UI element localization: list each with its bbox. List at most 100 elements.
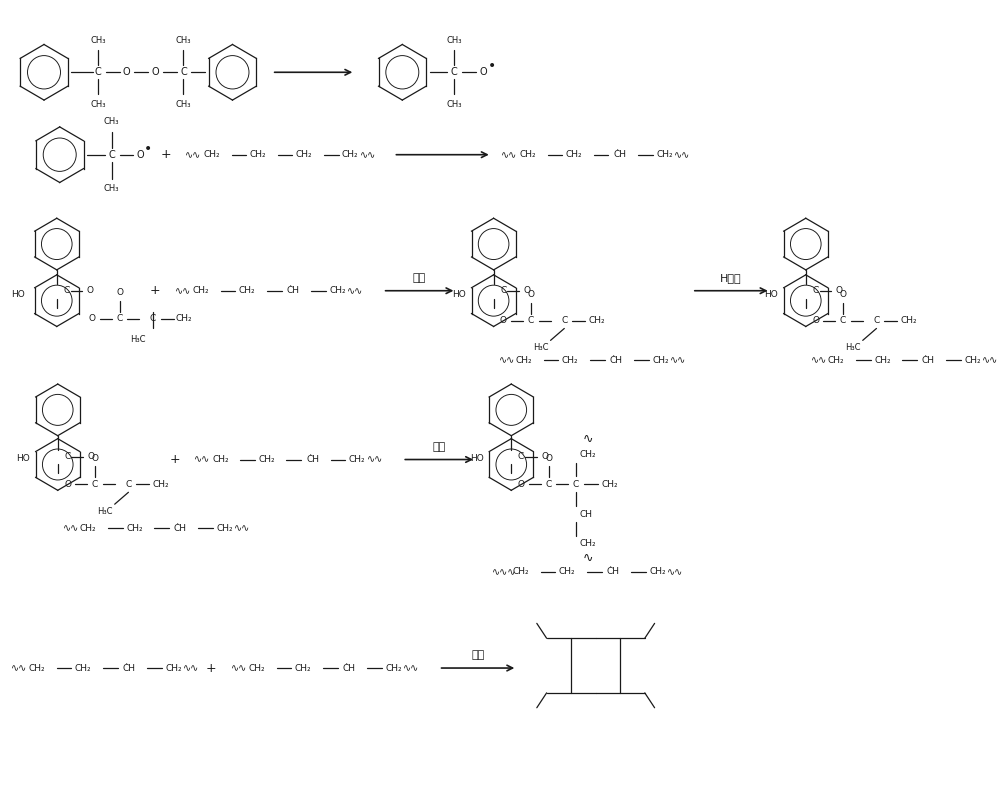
Text: O: O [545,454,552,463]
Text: O: O [87,287,94,295]
Text: CH₂: CH₂ [216,524,233,532]
Text: O: O [812,316,819,325]
Text: CH₃: CH₃ [90,100,106,108]
Text: O: O [116,288,123,298]
Text: C: C [180,68,187,77]
Text: H₃C: H₃C [845,343,861,352]
Text: CH₂: CH₂ [828,356,845,365]
Text: C: C [561,316,567,325]
Text: O: O [88,452,95,461]
Text: ∿∿: ∿∿ [347,286,363,296]
Text: ∿∿: ∿∿ [811,356,827,365]
Text: CH₂: CH₂ [649,568,666,576]
Text: H₃C: H₃C [97,506,113,516]
Text: CH₂: CH₂ [175,314,192,323]
Text: CH₂: CH₂ [342,150,359,159]
Text: CH₂: CH₂ [588,316,605,325]
Text: C: C [500,287,507,295]
Text: ∿∿: ∿∿ [501,150,518,159]
Text: 交联: 交联 [471,650,485,660]
Text: C: C [545,480,552,489]
Text: C: C [573,480,579,489]
Text: ĊH: ĊH [174,524,187,532]
Text: •: • [488,60,496,73]
Text: HO: HO [452,290,466,299]
Text: C: C [116,314,123,323]
Text: O: O [523,287,530,295]
Text: CH₃: CH₃ [447,36,462,45]
Text: CH: CH [579,509,592,519]
Text: C: C [812,287,819,295]
Text: •: • [144,142,152,155]
Text: +: + [150,284,160,298]
Text: CH₂: CH₂ [964,356,981,365]
Text: O: O [136,150,144,159]
Text: O: O [518,480,525,489]
Text: CH₂: CH₂ [204,150,220,159]
Text: ∿∿: ∿∿ [175,286,191,296]
Text: C: C [451,68,458,77]
Text: ∿∿∿: ∿∿∿ [492,567,516,577]
Text: CH₂: CH₂ [239,287,256,295]
Text: ∿∿: ∿∿ [674,150,690,159]
Text: CH₃: CH₃ [104,118,119,126]
Text: CH₂: CH₂ [259,455,275,464]
Text: ∿∿: ∿∿ [183,663,199,673]
Text: O: O [123,68,130,77]
Text: CH₂: CH₂ [295,663,311,673]
Text: 接枝: 接枝 [413,272,426,283]
Text: CH₂: CH₂ [153,480,169,489]
Text: ĊH: ĊH [922,356,935,365]
Text: ∿∿: ∿∿ [63,523,79,533]
Text: ∿∿: ∿∿ [360,150,376,159]
Text: CH₂: CH₂ [901,316,917,325]
Text: CH₃: CH₃ [104,184,119,193]
Text: C: C [125,480,132,489]
Text: CH₂: CH₂ [874,356,891,365]
Text: ∿: ∿ [583,553,593,565]
Text: C: C [63,287,70,295]
Text: ∿∿: ∿∿ [367,455,383,465]
Text: O: O [479,68,487,77]
Text: O: O [527,290,534,299]
Text: ĊH: ĊH [614,150,627,159]
Text: HO: HO [470,454,484,463]
Text: CH₂: CH₂ [250,150,266,159]
Text: CH₂: CH₂ [80,524,96,532]
Text: C: C [528,316,534,325]
Text: CH₂: CH₂ [656,150,673,159]
Text: CH₂: CH₂ [165,663,182,673]
Text: CH₂: CH₂ [329,287,346,295]
Text: CH₂: CH₂ [562,356,578,365]
Text: CH₂: CH₂ [652,356,669,365]
Text: ∿∿: ∿∿ [982,356,998,365]
Text: +: + [160,148,171,161]
Text: CH₃: CH₃ [447,100,462,108]
Text: CH₂: CH₂ [29,663,45,673]
Text: ∿∿: ∿∿ [185,150,202,159]
Text: C: C [92,480,98,489]
Text: CH₂: CH₂ [520,150,536,159]
Text: HO: HO [17,454,30,463]
Text: ĊH: ĊH [306,455,319,464]
Text: H₃C: H₃C [533,343,548,352]
Text: CH₂: CH₂ [212,455,229,464]
Text: ĊH: ĊH [287,287,300,295]
Text: CH₂: CH₂ [566,150,582,159]
Text: CH₂: CH₂ [349,455,365,464]
Text: +: + [169,453,180,466]
Text: CH₂: CH₂ [75,663,92,673]
Text: H转移: H转移 [720,272,742,283]
Text: CH₂: CH₂ [559,568,576,576]
Text: ĊH: ĊH [343,663,356,673]
Text: O: O [541,452,548,461]
Text: ∿∿: ∿∿ [667,567,683,577]
Text: C: C [95,68,101,77]
Text: CH₂: CH₂ [385,663,402,673]
Text: ĊH: ĊH [610,356,623,365]
Text: +: + [206,662,216,674]
Text: ∿∿: ∿∿ [403,663,419,673]
Text: CH₃: CH₃ [176,36,191,45]
Text: CH₂: CH₂ [296,150,312,159]
Text: C: C [108,150,115,159]
